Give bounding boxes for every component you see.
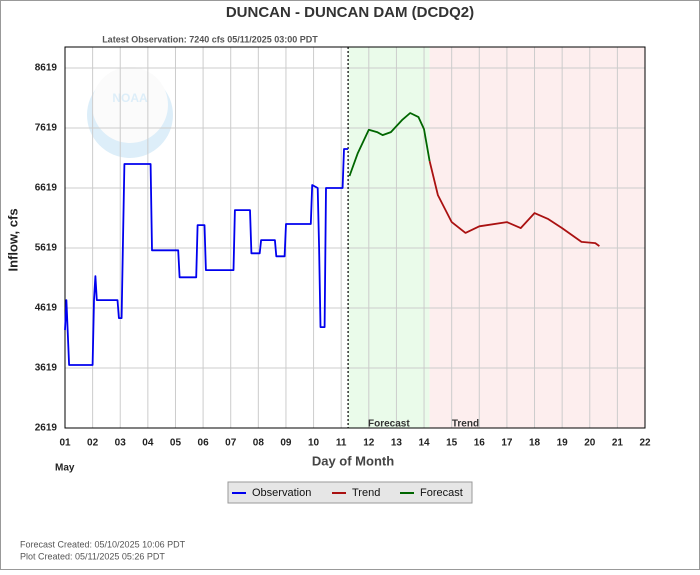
plot-border: [64, 46, 646, 429]
y-tick-label: 8619: [35, 63, 58, 74]
legend: Observation Trend Forecast: [227, 481, 473, 504]
line-series: [348, 112, 431, 177]
x-tick-label: 12: [363, 438, 375, 449]
x-tick-label: 13: [391, 438, 403, 449]
line-series: [428, 160, 600, 247]
y-tick-label: 2619: [35, 423, 58, 434]
x-tick-label: 02: [87, 438, 99, 449]
y-tick-label: 4619: [35, 303, 58, 314]
y-tick-label: 7619: [35, 123, 58, 134]
footer-text: Forecast Created: 05/10/2025 10:06 PDT: [20, 539, 186, 549]
x-tick-label: 04: [142, 438, 154, 449]
x-tick-label: 09: [280, 438, 292, 449]
x-tick-label: 08: [253, 438, 265, 449]
legend-box: [227, 481, 473, 504]
chart-title: DUNCAN - DUNCAN DAM (DCDQ2): [226, 4, 474, 21]
legend-label: Observation: [252, 487, 311, 499]
line-series: [64, 148, 349, 366]
subtitle: Latest Observation: 7240 cfs 05/11/2025 …: [102, 34, 318, 44]
x-tick-label: 20: [584, 438, 596, 449]
region-label: Forecast: [368, 419, 410, 430]
x-tick-label: 16: [474, 438, 486, 449]
x-tick-label: 18: [529, 438, 541, 449]
x-tick-label: 10: [308, 438, 320, 449]
region: [429, 47, 645, 428]
svg-text:NOAA: NOAA: [112, 91, 148, 105]
x-tick-label: 07: [225, 438, 237, 449]
region-label: Trend: [452, 419, 479, 430]
y-tick-label: 6619: [35, 183, 58, 194]
x-tick-label: 17: [501, 438, 513, 449]
x-tick-label: 03: [115, 438, 127, 449]
legend-label: Trend: [352, 487, 380, 499]
x-tick-label: 19: [557, 438, 569, 449]
x-tick-label: 14: [418, 438, 430, 449]
x-tick-label: 06: [198, 438, 210, 449]
x-tick-label: 11: [336, 438, 347, 449]
footer-text: Plot Created: 05/11/2025 05:26 PDT: [20, 551, 165, 561]
x-tick-label: 05: [170, 438, 182, 449]
y-tick-label: 5619: [35, 243, 58, 254]
x-tick-label: 22: [639, 438, 651, 449]
y-axis-label: Inflow, cfs: [5, 208, 20, 271]
y-tick-label: 3619: [35, 363, 58, 374]
month-label: May: [55, 463, 75, 474]
noaa-logo: NOAA: [87, 67, 173, 158]
region: [348, 47, 430, 428]
legend-label: Forecast: [420, 487, 463, 499]
x-axis-label: Day of Month: [312, 453, 394, 468]
x-tick-label: 21: [612, 438, 624, 449]
x-tick-label: 01: [59, 438, 71, 449]
x-tick-label: 15: [446, 438, 458, 449]
